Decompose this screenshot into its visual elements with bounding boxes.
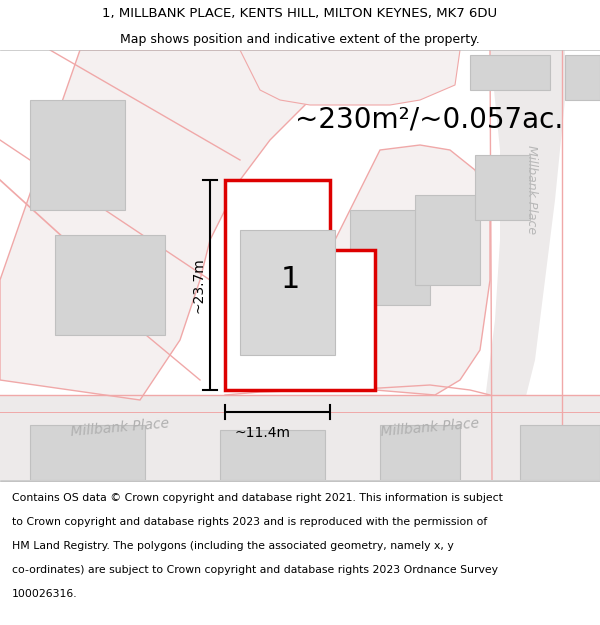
Polygon shape xyxy=(0,395,600,480)
Text: 100026316.: 100026316. xyxy=(12,589,77,599)
Bar xyxy=(520,425,600,480)
Bar xyxy=(350,210,430,305)
Text: co-ordinates) are subject to Crown copyright and database rights 2023 Ordnance S: co-ordinates) are subject to Crown copyr… xyxy=(12,565,498,575)
Text: ~230m²/~0.057ac.: ~230m²/~0.057ac. xyxy=(295,106,563,134)
Polygon shape xyxy=(475,50,565,480)
Bar xyxy=(380,425,460,480)
Polygon shape xyxy=(225,180,375,390)
Bar xyxy=(240,230,335,355)
Text: Contains OS data © Crown copyright and database right 2021. This information is : Contains OS data © Crown copyright and d… xyxy=(12,493,503,503)
Text: 1: 1 xyxy=(280,266,299,294)
Bar xyxy=(220,430,325,480)
Text: HM Land Registry. The polygons (including the associated geometry, namely x, y: HM Land Registry. The polygons (includin… xyxy=(12,541,454,551)
Text: ~23.7m: ~23.7m xyxy=(191,257,205,313)
Bar xyxy=(470,55,550,90)
Bar xyxy=(30,425,145,480)
Text: Millbank Place: Millbank Place xyxy=(526,146,539,234)
Text: Map shows position and indicative extent of the property.: Map shows position and indicative extent… xyxy=(120,32,480,46)
Bar xyxy=(565,55,600,100)
Polygon shape xyxy=(330,145,490,395)
FancyBboxPatch shape xyxy=(30,100,125,210)
Bar xyxy=(475,155,530,220)
Polygon shape xyxy=(0,50,320,400)
Polygon shape xyxy=(240,50,460,105)
Text: to Crown copyright and database rights 2023 and is reproduced with the permissio: to Crown copyright and database rights 2… xyxy=(12,517,487,527)
Text: ~11.4m: ~11.4m xyxy=(235,426,291,440)
Text: Millbank Place: Millbank Place xyxy=(70,417,170,439)
FancyBboxPatch shape xyxy=(55,235,165,335)
Text: 1, MILLBANK PLACE, KENTS HILL, MILTON KEYNES, MK7 6DU: 1, MILLBANK PLACE, KENTS HILL, MILTON KE… xyxy=(103,8,497,21)
Text: Millbank Place: Millbank Place xyxy=(380,417,480,439)
Bar xyxy=(415,195,480,285)
